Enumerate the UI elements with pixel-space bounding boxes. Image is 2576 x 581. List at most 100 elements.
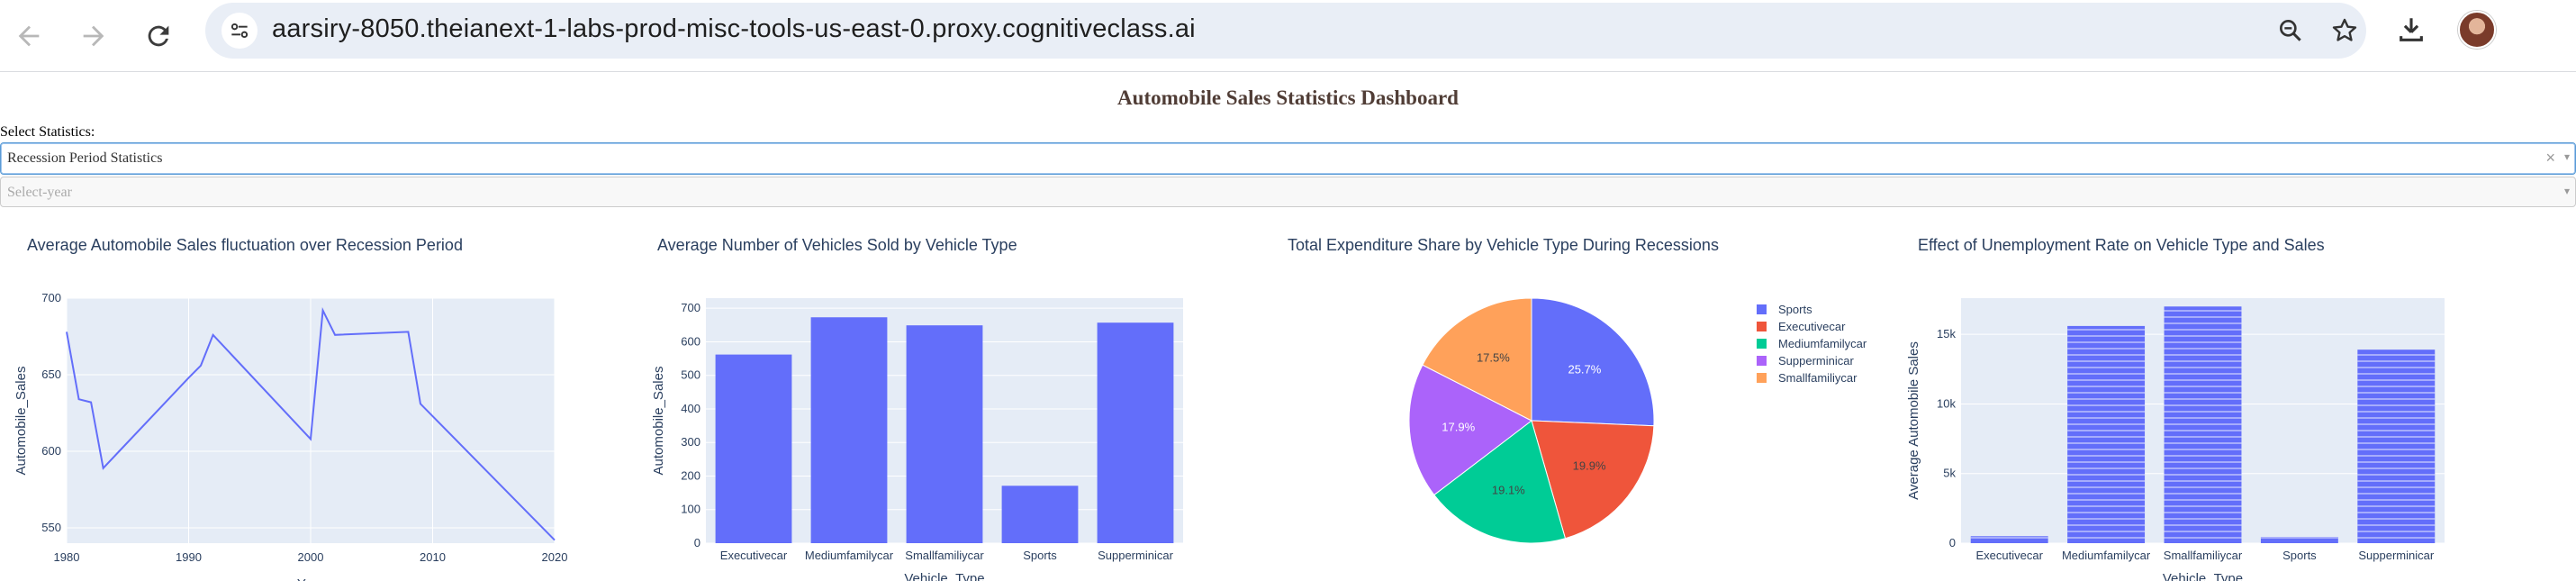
x-tick-label: Mediumfamilycar <box>2062 549 2151 562</box>
profile-avatar[interactable] <box>2458 11 2496 49</box>
clear-selection-icon[interactable]: × <box>2545 149 2555 167</box>
url-text[interactable]: aarsiry-8050.theianext-1-labs-prod-misc-… <box>272 14 1196 43</box>
y-tick-label: 400 <box>681 402 700 415</box>
x-tick-label: Sports <box>2282 549 2317 562</box>
x-tick-label: Mediumfamilycar <box>805 549 894 562</box>
dashboard-title: Automobile Sales Statistics Dashboard <box>1117 86 1459 109</box>
chart-sales-line: Average Automobile Sales fluctuation ove… <box>0 231 630 581</box>
legend-label: Executivecar <box>1778 320 1846 333</box>
x-axis-title: Vehicle_Type <box>2163 571 2243 581</box>
chart-title: Average Number of Vehicles Sold by Vehic… <box>657 236 1017 254</box>
slice-label: 17.9% <box>1442 420 1475 433</box>
x-tick-label: 2000 <box>298 550 324 564</box>
forward-button[interactable] <box>70 13 117 59</box>
y-tick-label: 200 <box>681 468 700 482</box>
reload-icon <box>148 25 169 47</box>
x-tick-label: 1990 <box>176 550 202 564</box>
chart-expenditure-pie: Total Expenditure Share by Vehicle Type … <box>1261 231 1891 581</box>
bar <box>2357 350 2436 543</box>
pie-slice <box>1531 297 1655 427</box>
x-tick-label: 1980 <box>54 550 80 564</box>
legend-label: Mediumfamilycar <box>1778 337 1867 350</box>
bar-chart-svg: Effect of Unemployment Rate on Vehicle T… <box>1906 236 2445 581</box>
x-tick-label: Smallfamiliycar <box>905 549 984 562</box>
bar <box>906 325 983 543</box>
slice-label: 17.5% <box>1477 350 1510 364</box>
slice-label: 25.7% <box>1568 363 1601 377</box>
legend-swatch <box>1757 322 1767 331</box>
y-tick-label: 600 <box>681 334 700 348</box>
bar <box>715 354 792 543</box>
x-tick-label: Supperminicar <box>2358 549 2434 562</box>
legend-label: Supperminicar <box>1778 354 1854 368</box>
y-tick-label: 15k <box>1937 327 1956 340</box>
download-icon[interactable] <box>2391 10 2431 50</box>
forward-arrow-icon <box>83 25 104 47</box>
y-axis-title: Automobile_Sales <box>651 367 666 476</box>
zoom-icon[interactable] <box>2273 13 2309 49</box>
pie-slice <box>1422 297 1532 422</box>
y-tick-label: 5k <box>1943 467 1956 480</box>
chart-title: Average Automobile Sales fluctuation ove… <box>27 236 463 254</box>
bar <box>810 317 888 543</box>
line-chart-svg: Average Automobile Sales fluctuation ove… <box>14 236 567 581</box>
pie-chart-svg: Total Expenditure Share by Vehicle Type … <box>1288 236 1867 544</box>
bar <box>1001 486 1079 543</box>
y-tick-label: 700 <box>681 301 700 314</box>
y-tick-label: 0 <box>1949 536 1956 549</box>
x-tick-label: Sports <box>1023 549 1057 562</box>
legend-label: Smallfamiliycar <box>1778 371 1857 385</box>
slice-label: 19.1% <box>1492 483 1525 496</box>
reload-button[interactable] <box>135 13 182 59</box>
y-tick-label: 0 <box>694 536 700 549</box>
y-tick-label: 100 <box>681 503 700 516</box>
chart-title: Effect of Unemployment Rate on Vehicle T… <box>1918 236 2325 254</box>
back-button[interactable] <box>5 13 52 59</box>
year-dropdown[interactable]: Select-year ▾ <box>0 177 2576 207</box>
legend-swatch <box>1757 339 1767 349</box>
x-tick-label: 2010 <box>420 550 446 564</box>
y-tick-label: 10k <box>1937 396 1956 410</box>
x-axis-title: Vehicle_Type <box>904 571 984 581</box>
bar <box>2164 306 2242 543</box>
y-tick-label: 700 <box>41 291 61 304</box>
year-dropdown-placeholder: Select-year <box>7 185 72 200</box>
x-tick-label: Executivecar <box>720 549 788 562</box>
back-arrow-icon <box>18 25 40 47</box>
chevron-down-icon[interactable]: ▾ <box>2563 185 2570 197</box>
pie-slice <box>1531 420 1655 540</box>
bar <box>1970 536 2048 543</box>
bar <box>2067 325 2146 543</box>
y-tick-label: 300 <box>681 435 700 449</box>
chevron-down-icon[interactable]: ▾ <box>2563 150 2570 163</box>
x-tick-label: Smallfamiliycar <box>2164 549 2243 562</box>
chart-unemployment-bar: Effect of Unemployment Rate on Vehicle T… <box>1891 231 2576 581</box>
browser-toolbar: aarsiry-8050.theianext-1-labs-prod-misc-… <box>0 0 2576 72</box>
x-tick-label: Executivecar <box>1975 549 2043 562</box>
y-tick-label: 550 <box>41 521 61 534</box>
legend-label: Sports <box>1778 303 1812 316</box>
address-bar[interactable]: aarsiry-8050.theianext-1-labs-prod-misc-… <box>205 3 2366 59</box>
y-axis-title: Automobile_Sales <box>14 367 29 476</box>
bar <box>1097 322 1174 543</box>
statistics-dropdown[interactable]: Recession Period Statistics × ▾ <box>0 142 2576 175</box>
legend-swatch <box>1757 373 1767 383</box>
select-statistics-label: Select Statistics: <box>0 124 95 140</box>
bar <box>2260 537 2338 543</box>
legend-swatch <box>1757 356 1767 366</box>
chart-title: Total Expenditure Share by Vehicle Type … <box>1288 236 1719 254</box>
slice-label: 19.9% <box>1573 458 1606 472</box>
site-settings-icon[interactable] <box>221 13 258 49</box>
bar-chart-svg: Average Number of Vehicles Sold by Vehic… <box>651 236 1183 581</box>
statistics-dropdown-value: Recession Period Statistics <box>7 150 163 166</box>
chart-vehicle-bar: Average Number of Vehicles Sold by Vehic… <box>630 231 1261 581</box>
bookmark-star-icon[interactable] <box>2327 13 2363 49</box>
legend-swatch <box>1757 304 1767 314</box>
x-axis-title: Year <box>297 576 324 581</box>
pie-slice <box>1433 420 1567 544</box>
x-tick-label: Supperminicar <box>1098 549 1173 562</box>
y-axis-title: Average Automobile Sales <box>1906 341 1921 500</box>
y-tick-label: 500 <box>681 368 700 382</box>
y-tick-label: 650 <box>41 368 61 381</box>
pie-slice <box>1408 364 1532 496</box>
